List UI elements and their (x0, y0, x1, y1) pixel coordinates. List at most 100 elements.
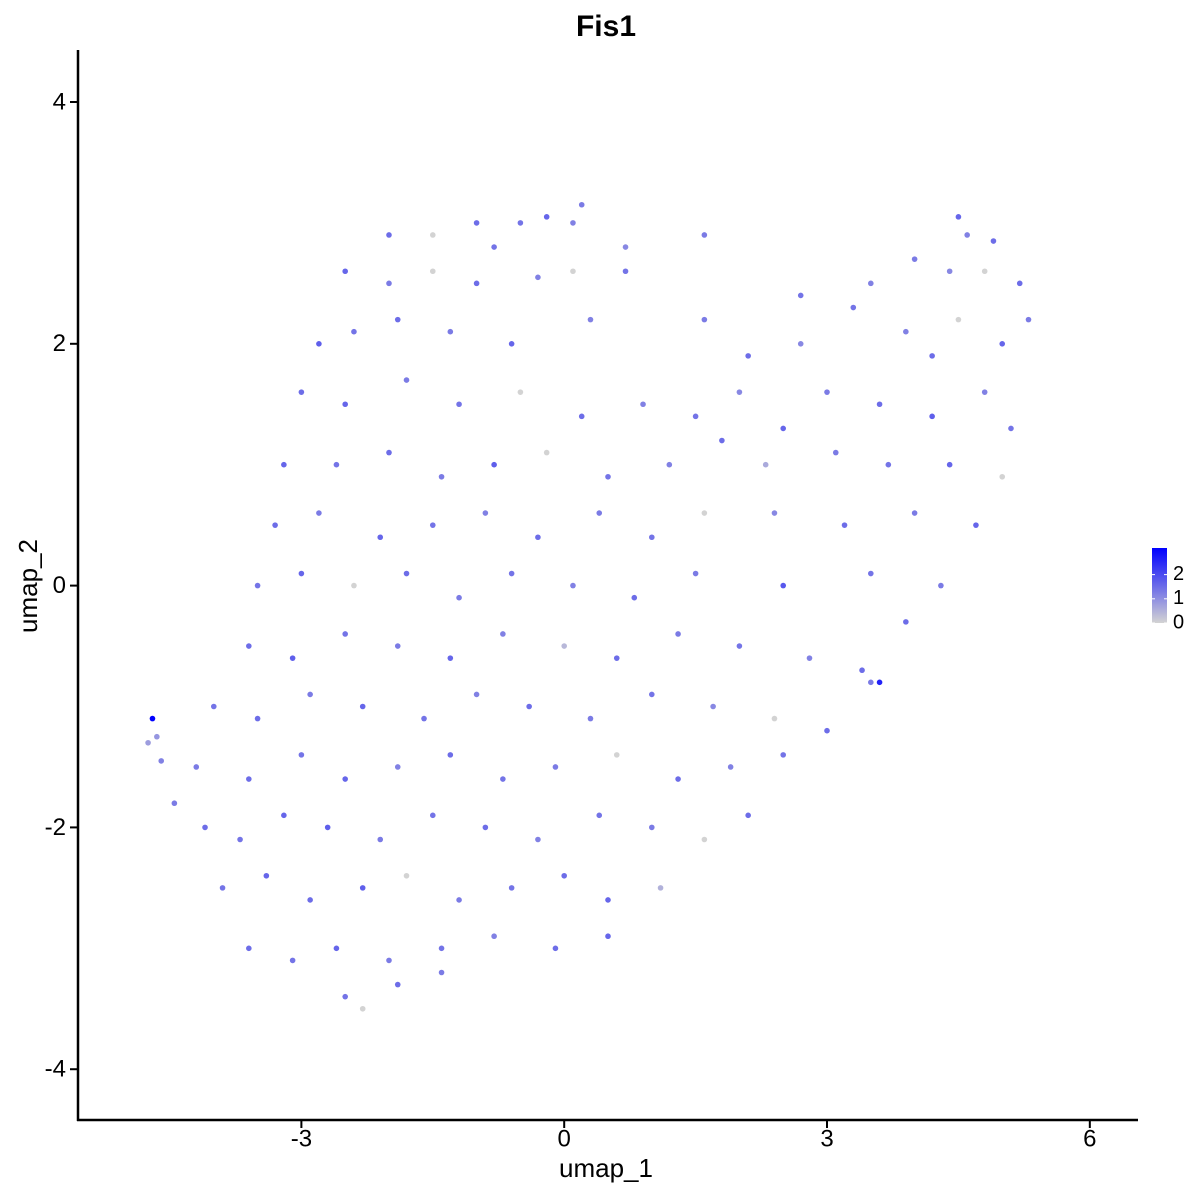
point (342, 268, 348, 275)
point (911, 510, 918, 516)
point (351, 328, 357, 335)
point (491, 244, 497, 250)
point (447, 752, 454, 758)
point (473, 220, 480, 226)
point (508, 570, 515, 577)
point (342, 631, 348, 637)
point (876, 679, 883, 686)
point (438, 945, 445, 952)
point (500, 776, 506, 782)
point (561, 872, 567, 879)
point (386, 957, 392, 964)
point (394, 981, 401, 988)
point (254, 715, 261, 722)
point (780, 425, 787, 432)
point (482, 510, 489, 516)
point (605, 473, 611, 480)
point (377, 534, 384, 541)
point (570, 582, 576, 589)
point (333, 461, 340, 468)
point (543, 214, 550, 220)
point (429, 268, 436, 275)
point (824, 389, 830, 395)
point (981, 389, 988, 395)
point (990, 238, 997, 244)
point (570, 220, 576, 226)
point (824, 727, 830, 734)
point (552, 764, 559, 770)
point (570, 268, 576, 275)
point (981, 268, 988, 275)
point (929, 413, 935, 420)
point (771, 510, 778, 516)
point (868, 570, 874, 577)
point (938, 582, 944, 589)
point (447, 328, 454, 335)
point (386, 232, 392, 238)
chart-title: Fis1 (576, 10, 636, 43)
point (543, 449, 550, 456)
point (289, 655, 296, 661)
point (429, 522, 436, 528)
x-tick-label: 0 (558, 1125, 571, 1152)
point (535, 836, 541, 843)
point (797, 340, 804, 347)
point (868, 679, 874, 686)
point (850, 304, 857, 311)
point (254, 582, 261, 589)
x-tick-label: 6 (1083, 1125, 1096, 1152)
point (394, 643, 401, 649)
point (675, 776, 681, 782)
point (622, 268, 629, 275)
point (307, 897, 313, 903)
point (456, 401, 462, 408)
point (1025, 316, 1032, 323)
point (657, 885, 664, 891)
point (491, 933, 497, 940)
point (745, 353, 751, 359)
point (692, 413, 699, 420)
point (1016, 280, 1023, 287)
point (246, 643, 252, 649)
point (701, 836, 708, 843)
point (903, 619, 909, 625)
point (903, 328, 909, 335)
point (955, 316, 962, 323)
point (876, 401, 883, 408)
point (596, 812, 603, 819)
point (491, 461, 497, 468)
point (158, 758, 165, 764)
point (762, 461, 769, 468)
point (438, 969, 445, 976)
point (719, 437, 725, 444)
point (526, 703, 532, 710)
point (342, 993, 348, 1000)
point (692, 570, 699, 577)
point (946, 268, 953, 275)
point (149, 715, 156, 722)
point (1008, 425, 1014, 432)
x-axis-label: umap_1 (559, 1153, 653, 1183)
point (946, 461, 953, 468)
point (832, 449, 839, 456)
point (605, 897, 611, 903)
point (631, 594, 638, 601)
point (386, 280, 392, 287)
point (535, 274, 541, 281)
y-tick-label: 4 (53, 88, 66, 115)
colorbar-tick-label: 0 (1173, 611, 1184, 633)
y-tick-label: -4 (45, 1056, 66, 1083)
point (359, 885, 366, 891)
point (745, 812, 751, 819)
point (421, 715, 427, 722)
point (473, 691, 480, 698)
point (342, 776, 348, 782)
point (333, 945, 340, 952)
colorbar-tick-label: 1 (1173, 587, 1184, 609)
y-tick-label: 2 (53, 330, 66, 357)
point (561, 643, 567, 649)
point (403, 377, 410, 383)
point (307, 691, 313, 698)
point (640, 401, 646, 408)
